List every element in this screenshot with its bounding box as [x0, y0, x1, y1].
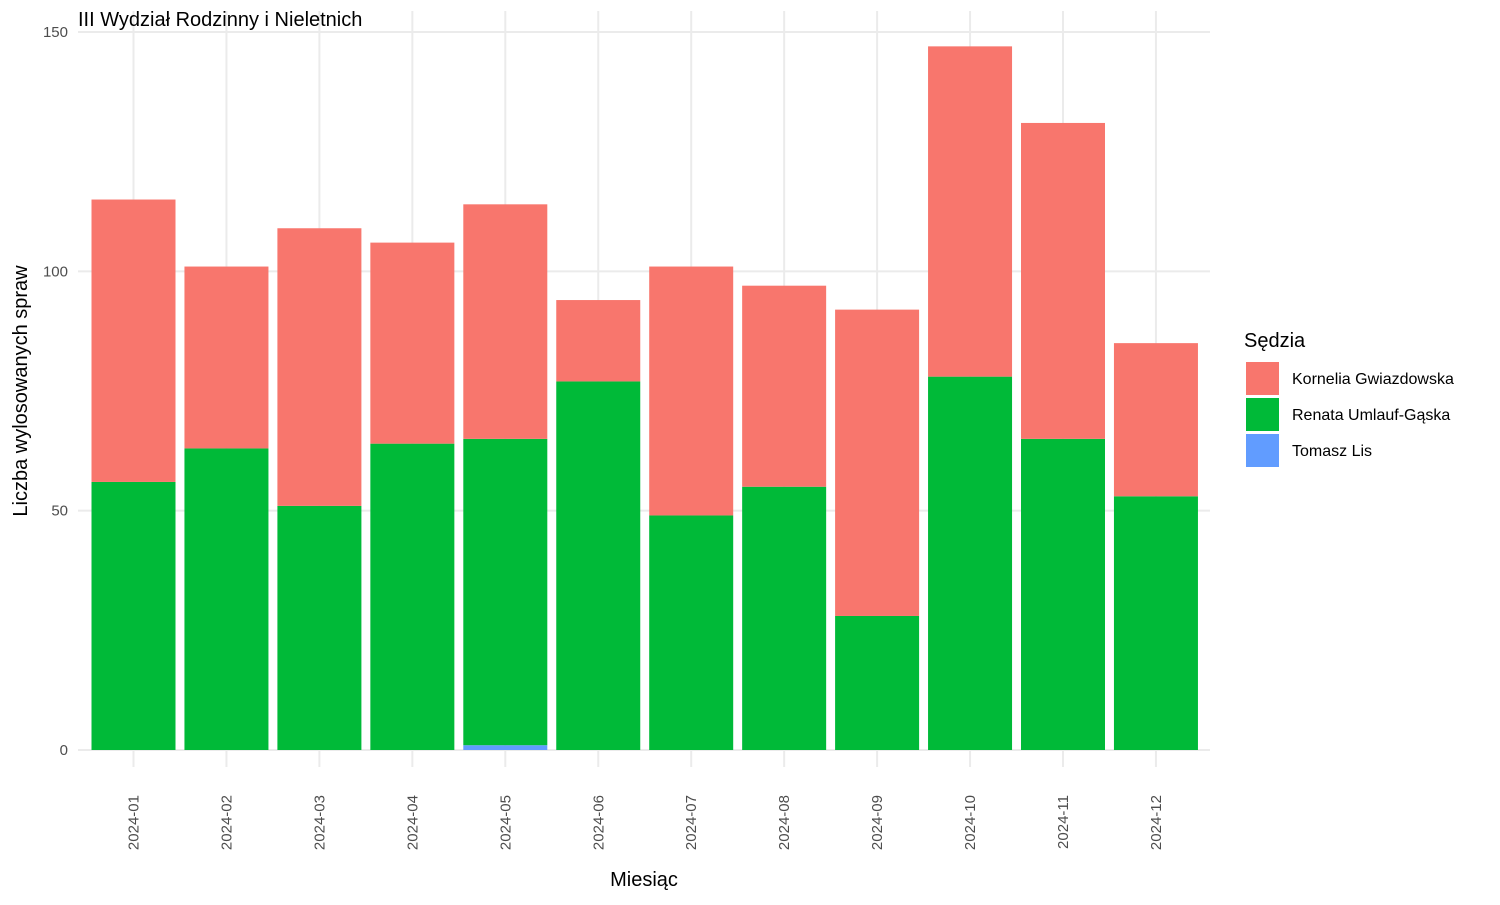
bar-kornelia-gwiazdowska-2024-11 — [1021, 122, 1105, 439]
x-tick-label: 2024-04 — [404, 795, 421, 850]
bar-kornelia-gwiazdowska-2024-12 — [1113, 343, 1198, 497]
legend-items: Kornelia Gwiazdowska Renata Umlauf-Gąska T… — [1246, 362, 1454, 467]
y-tick-label: 0 — [60, 742, 68, 759]
y-tick-label: 50 — [51, 503, 68, 520]
bar-kornelia-gwiazdowska-2024-09 — [835, 309, 920, 616]
x-tick-label: 2024-08 — [776, 795, 793, 850]
bar-kornelia-gwiazdowska-2024-04 — [370, 242, 455, 444]
bar-kornelia-gwiazdowska-2024-03 — [277, 228, 362, 506]
y-axis-ticks: 0 50 100 150 — [43, 24, 68, 759]
y-tick-label: 150 — [43, 24, 68, 41]
bar-renata-umlauf-g-ska-2024-02 — [184, 448, 269, 750]
legend-key-kornelia-gwiazdowska — [1246, 362, 1279, 395]
bar-renata-umlauf-g-ska-2024-06 — [556, 381, 641, 750]
bar-kornelia-gwiazdowska-2024-08 — [742, 285, 827, 487]
bar-renata-umlauf-g-ska-2024-03 — [277, 505, 362, 750]
bars — [91, 46, 1198, 750]
bar-renata-umlauf-g-ska-2024-04 — [370, 443, 455, 750]
x-tick-label: 2024-11 — [1055, 795, 1072, 849]
y-axis-title: Liczba wylosowanych spraw — [10, 265, 32, 517]
bar-renata-umlauf-g-ska-2024-11 — [1021, 438, 1105, 750]
bar-kornelia-gwiazdowska-2024-10 — [928, 46, 1013, 377]
bar-kornelia-gwiazdowska-2024-06 — [556, 300, 641, 382]
bar-renata-umlauf-g-ska-2024-10 — [928, 376, 1013, 750]
x-tick-label: 2024-05 — [497, 795, 514, 850]
legend-label-tomasz-lis: Tomasz Lis — [1292, 443, 1372, 460]
bar-renata-umlauf-g-ska-2024-08 — [742, 486, 827, 750]
bar-kornelia-gwiazdowska-2024-01 — [91, 199, 176, 482]
bar-renata-umlauf-g-ska-2024-01 — [91, 481, 176, 750]
x-tick-label: 2024-03 — [311, 795, 328, 850]
x-tick-label: 2024-09 — [869, 795, 886, 850]
x-tick-label: 2024-10 — [962, 795, 979, 850]
legend-title: Sędzia — [1244, 330, 1306, 352]
x-tick-label: 2024-01 — [126, 795, 143, 850]
x-tick-label: 2024-12 — [1148, 795, 1165, 850]
bar-renata-umlauf-g-ska-2024-07 — [649, 515, 734, 750]
bar-renata-umlauf-g-ska-2024-12 — [1113, 496, 1198, 750]
x-axis-ticks: 2024-01 2024-02 2024-03 2024-04 2024-05 2024-… — [126, 795, 1165, 850]
bar-renata-umlauf-g-ska-2024-09 — [835, 615, 920, 750]
y-tick-label: 100 — [43, 263, 68, 280]
x-tick-label: 2024-07 — [683, 795, 700, 850]
bar-kornelia-gwiazdowska-2024-05 — [463, 204, 548, 439]
bar-tomasz-lis-2024-05 — [463, 745, 548, 750]
x-tick-label: 2024-02 — [218, 795, 235, 850]
x-axis-title: Miesiąc — [610, 869, 678, 891]
legend: Sędzia Kornelia Gwiazdowska Renata Umlauf… — [1244, 330, 1454, 467]
legend-label-kornelia-gwiazdowska: Kornelia Gwiazdowska — [1292, 371, 1454, 388]
bar-kornelia-gwiazdowska-2024-02 — [184, 266, 269, 449]
x-tick-label: 2024-06 — [590, 795, 607, 850]
chart-title: III Wydział Rodzinny i Nieletnich — [78, 9, 362, 31]
legend-key-renata-umlauf-g-ska — [1246, 398, 1279, 431]
legend-key-tomasz-lis — [1246, 434, 1279, 467]
legend-label-renata-umlauf-g-ska: Renata Umlauf-Gąska — [1292, 407, 1450, 424]
bar-renata-umlauf-g-ska-2024-05 — [463, 438, 548, 746]
bar-kornelia-gwiazdowska-2024-07 — [649, 266, 734, 516]
